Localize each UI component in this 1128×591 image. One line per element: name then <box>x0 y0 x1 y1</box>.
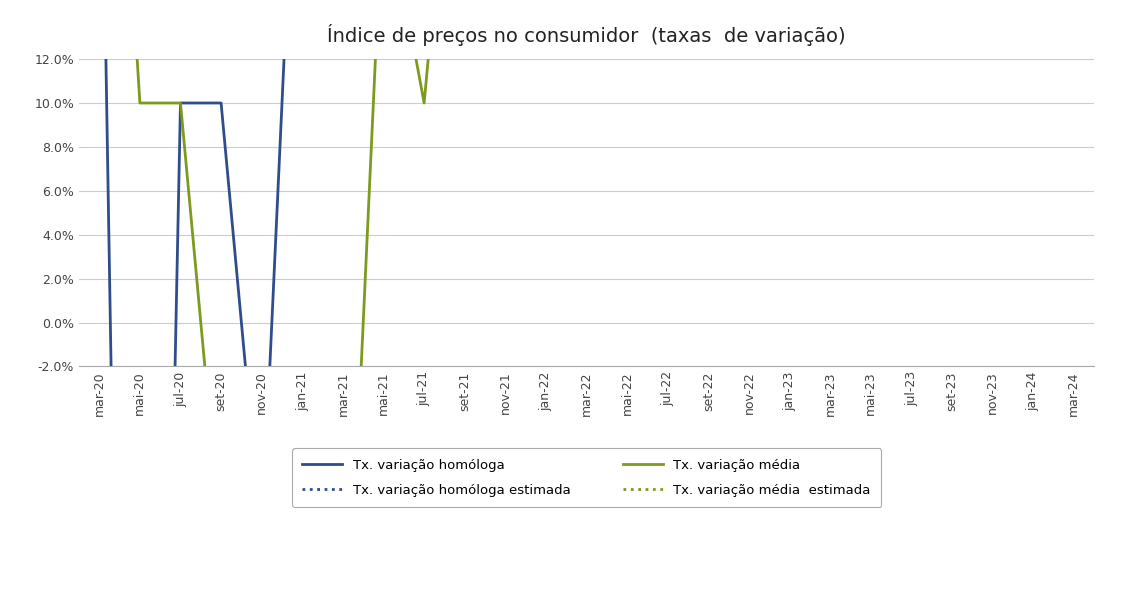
Legend: Tx. variação homóloga, Tx. variação homóloga estimada, Tx. variação média, Tx. v: Tx. variação homóloga, Tx. variação homó… <box>292 449 881 507</box>
Title: Índice de preços no consumidor  (taxas  de variação): Índice de preços no consumidor (taxas de… <box>327 24 846 47</box>
